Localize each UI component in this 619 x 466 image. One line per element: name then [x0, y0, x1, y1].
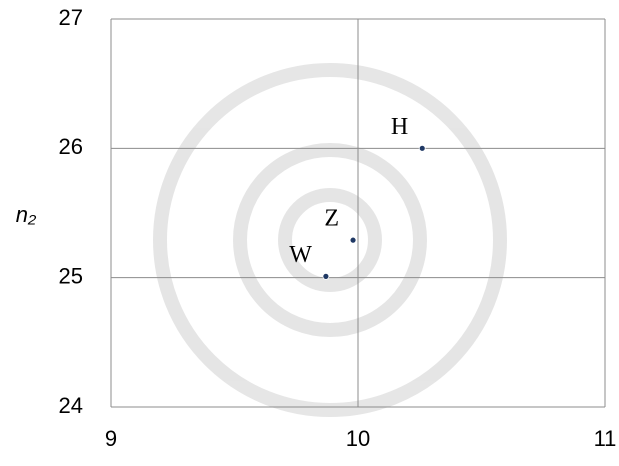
- point: [322, 272, 330, 280]
- y-tick-label: 26: [59, 134, 83, 159]
- y-axis-label: n₂: [16, 202, 37, 227]
- y-tick-label: 24: [59, 393, 83, 418]
- point-label: W: [289, 242, 312, 268]
- y-tick-label: 27: [59, 5, 83, 30]
- point-label: H: [391, 114, 408, 140]
- point: [349, 236, 357, 244]
- point-label: Z: [324, 206, 339, 232]
- x-tick-label: 11: [594, 426, 617, 451]
- y-tick-label: 25: [59, 263, 83, 288]
- x-tick-label: 9: [105, 426, 117, 451]
- point: [418, 144, 426, 152]
- x-tick-label: 10: [346, 426, 370, 451]
- watermark: [153, 63, 507, 417]
